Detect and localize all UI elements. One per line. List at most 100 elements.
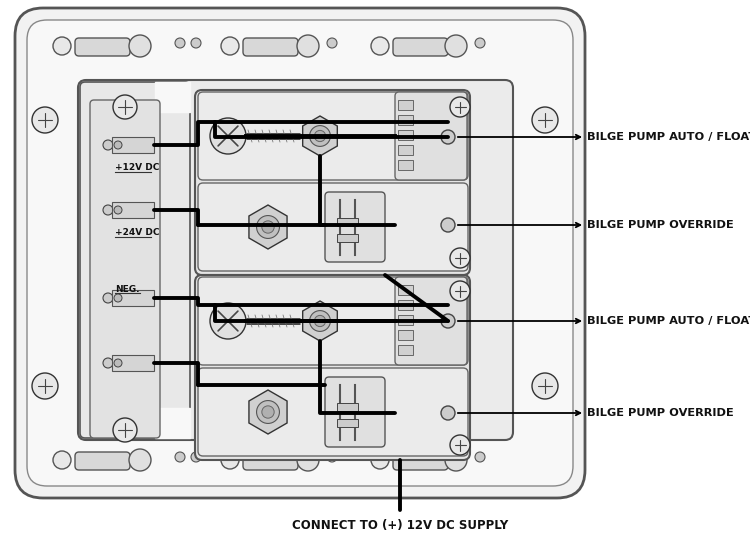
Circle shape — [221, 37, 239, 55]
Text: BILGE PUMP OVERRIDE: BILGE PUMP OVERRIDE — [587, 220, 734, 230]
FancyBboxPatch shape — [75, 38, 130, 56]
FancyBboxPatch shape — [27, 20, 573, 486]
FancyBboxPatch shape — [75, 452, 130, 470]
Bar — [155, 82, 190, 112]
Bar — [112, 137, 154, 153]
Circle shape — [221, 451, 239, 469]
Circle shape — [191, 452, 201, 462]
FancyBboxPatch shape — [198, 277, 468, 365]
Bar — [337, 403, 358, 411]
Polygon shape — [303, 116, 338, 156]
Bar — [398, 345, 413, 355]
FancyBboxPatch shape — [393, 38, 448, 56]
Circle shape — [210, 303, 246, 339]
Circle shape — [441, 314, 455, 328]
Circle shape — [310, 310, 331, 331]
Circle shape — [262, 406, 274, 418]
Circle shape — [327, 38, 337, 48]
Text: +12V DC: +12V DC — [115, 163, 159, 172]
Circle shape — [103, 293, 113, 303]
FancyBboxPatch shape — [325, 192, 385, 262]
Circle shape — [113, 418, 137, 442]
Bar — [398, 285, 413, 295]
Circle shape — [32, 107, 58, 133]
Polygon shape — [303, 301, 338, 341]
FancyBboxPatch shape — [395, 277, 467, 365]
Text: BILGE PUMP AUTO / FLOAT SWITCH: BILGE PUMP AUTO / FLOAT SWITCH — [587, 132, 750, 142]
Text: CONNECT TO (+) 12V DC SUPPLY: CONNECT TO (+) 12V DC SUPPLY — [292, 519, 508, 532]
Circle shape — [450, 281, 470, 301]
Circle shape — [175, 452, 185, 462]
Bar — [398, 300, 413, 310]
Circle shape — [114, 294, 122, 302]
FancyBboxPatch shape — [198, 92, 468, 180]
FancyBboxPatch shape — [195, 90, 470, 275]
Bar — [112, 355, 154, 371]
Circle shape — [262, 221, 274, 233]
Circle shape — [532, 107, 558, 133]
Circle shape — [314, 130, 326, 141]
FancyBboxPatch shape — [90, 100, 160, 438]
FancyBboxPatch shape — [243, 452, 298, 470]
Bar — [337, 419, 358, 427]
Circle shape — [310, 125, 331, 146]
Circle shape — [327, 452, 337, 462]
Circle shape — [450, 435, 470, 455]
Circle shape — [445, 35, 467, 57]
Circle shape — [53, 451, 71, 469]
Text: BILGE PUMP OVERRIDE: BILGE PUMP OVERRIDE — [587, 408, 734, 418]
Circle shape — [450, 248, 470, 268]
Bar — [398, 130, 413, 140]
Circle shape — [256, 216, 280, 238]
Polygon shape — [249, 390, 287, 434]
Circle shape — [441, 406, 455, 420]
Polygon shape — [249, 205, 287, 249]
Circle shape — [113, 95, 137, 119]
Circle shape — [129, 449, 151, 471]
Circle shape — [441, 218, 455, 232]
Circle shape — [114, 141, 122, 149]
FancyBboxPatch shape — [198, 368, 468, 456]
Bar — [112, 202, 154, 218]
Circle shape — [53, 37, 71, 55]
Circle shape — [175, 38, 185, 48]
FancyBboxPatch shape — [243, 38, 298, 56]
Circle shape — [475, 452, 485, 462]
Bar — [398, 100, 413, 110]
Circle shape — [103, 358, 113, 368]
Circle shape — [371, 451, 389, 469]
Circle shape — [441, 130, 455, 144]
FancyBboxPatch shape — [195, 275, 470, 460]
Bar — [398, 315, 413, 325]
Bar — [398, 330, 413, 340]
Bar — [398, 115, 413, 125]
FancyBboxPatch shape — [393, 452, 448, 470]
Circle shape — [256, 401, 280, 423]
Circle shape — [297, 35, 319, 57]
Circle shape — [103, 205, 113, 215]
Bar — [337, 218, 358, 226]
Circle shape — [32, 373, 58, 399]
FancyBboxPatch shape — [15, 8, 585, 498]
Circle shape — [297, 449, 319, 471]
Circle shape — [371, 37, 389, 55]
Text: BILGE PUMP AUTO / FLOAT SWITCH: BILGE PUMP AUTO / FLOAT SWITCH — [587, 316, 750, 326]
Circle shape — [475, 38, 485, 48]
Text: +24V DC: +24V DC — [115, 228, 160, 237]
FancyBboxPatch shape — [80, 82, 190, 438]
Circle shape — [191, 38, 201, 48]
Circle shape — [129, 35, 151, 57]
Circle shape — [314, 315, 326, 327]
Circle shape — [114, 206, 122, 214]
Bar — [112, 290, 154, 306]
Text: NEG.: NEG. — [115, 285, 140, 294]
Circle shape — [532, 373, 558, 399]
Bar — [398, 145, 413, 155]
FancyBboxPatch shape — [395, 92, 467, 180]
Bar — [398, 160, 413, 170]
Circle shape — [103, 140, 113, 150]
Bar — [155, 408, 190, 438]
FancyBboxPatch shape — [325, 377, 385, 447]
Circle shape — [210, 118, 246, 154]
FancyBboxPatch shape — [198, 183, 468, 271]
